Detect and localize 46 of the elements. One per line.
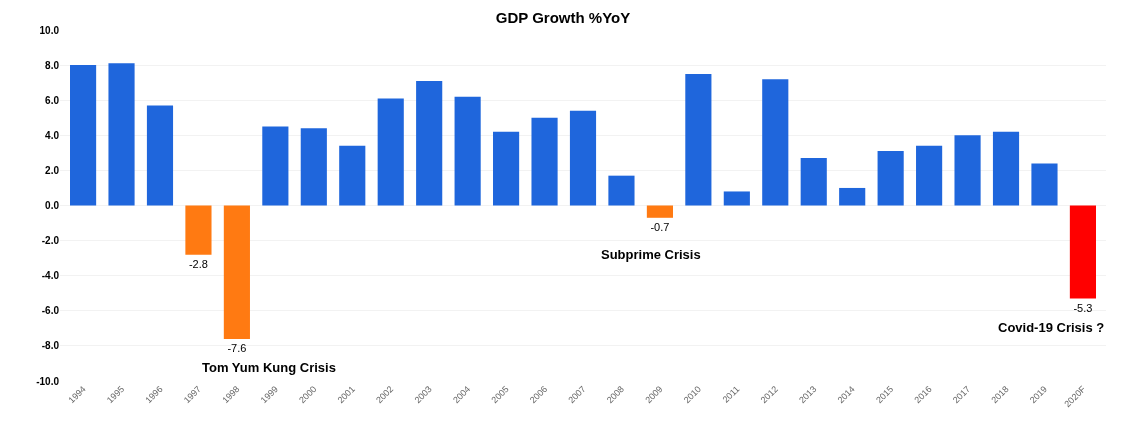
bar xyxy=(877,151,904,206)
data-label: -0.7 xyxy=(650,220,670,233)
bar xyxy=(685,73,712,206)
bar xyxy=(916,145,943,206)
bar xyxy=(762,79,789,206)
y-tick-label: 2.0 xyxy=(45,164,60,176)
bar xyxy=(377,98,404,206)
bar xyxy=(108,63,135,206)
bar xyxy=(531,117,558,206)
bar xyxy=(493,131,520,206)
y-tick-label: 0.0 xyxy=(45,200,60,211)
bar xyxy=(146,105,174,206)
y-tick-label: -4.0 xyxy=(41,270,60,282)
bar xyxy=(569,110,597,206)
y-tick-label: 4.0 xyxy=(45,129,60,141)
bar xyxy=(800,158,827,206)
bar xyxy=(262,126,289,206)
data-label: -2.8 xyxy=(188,257,208,270)
bar xyxy=(1031,163,1058,206)
bar xyxy=(646,205,673,218)
y-tick-label: -2.0 xyxy=(41,235,60,247)
bar xyxy=(300,128,327,206)
y-tick-label: 6.0 xyxy=(45,94,60,106)
annotation: Tom Yum Kung Crisis xyxy=(202,360,336,375)
data-label: -5.3 xyxy=(1073,301,1093,314)
bar xyxy=(339,145,366,206)
bar xyxy=(70,65,97,206)
chart-title: GDP Growth %YoY xyxy=(495,9,631,27)
annotation: Covid-19 Crisis ? xyxy=(998,320,1105,335)
y-tick-label: -10.0 xyxy=(36,375,60,387)
bar xyxy=(185,205,212,255)
bar xyxy=(1069,205,1096,299)
data-label: -7.6 xyxy=(227,341,247,354)
y-tick-label: -8.0 xyxy=(41,340,60,352)
y-tick-label: -6.0 xyxy=(41,305,60,317)
bar xyxy=(723,191,750,206)
annotation: Subprime Crisis xyxy=(601,247,701,262)
bar xyxy=(608,175,635,206)
bar xyxy=(839,187,866,206)
bar xyxy=(223,205,250,339)
y-tick-label: 10.0 xyxy=(39,24,60,36)
bar xyxy=(954,135,981,206)
bar xyxy=(416,80,443,206)
bar xyxy=(454,96,481,206)
y-tick-label: 8.0 xyxy=(45,59,60,71)
bar xyxy=(992,131,1020,206)
